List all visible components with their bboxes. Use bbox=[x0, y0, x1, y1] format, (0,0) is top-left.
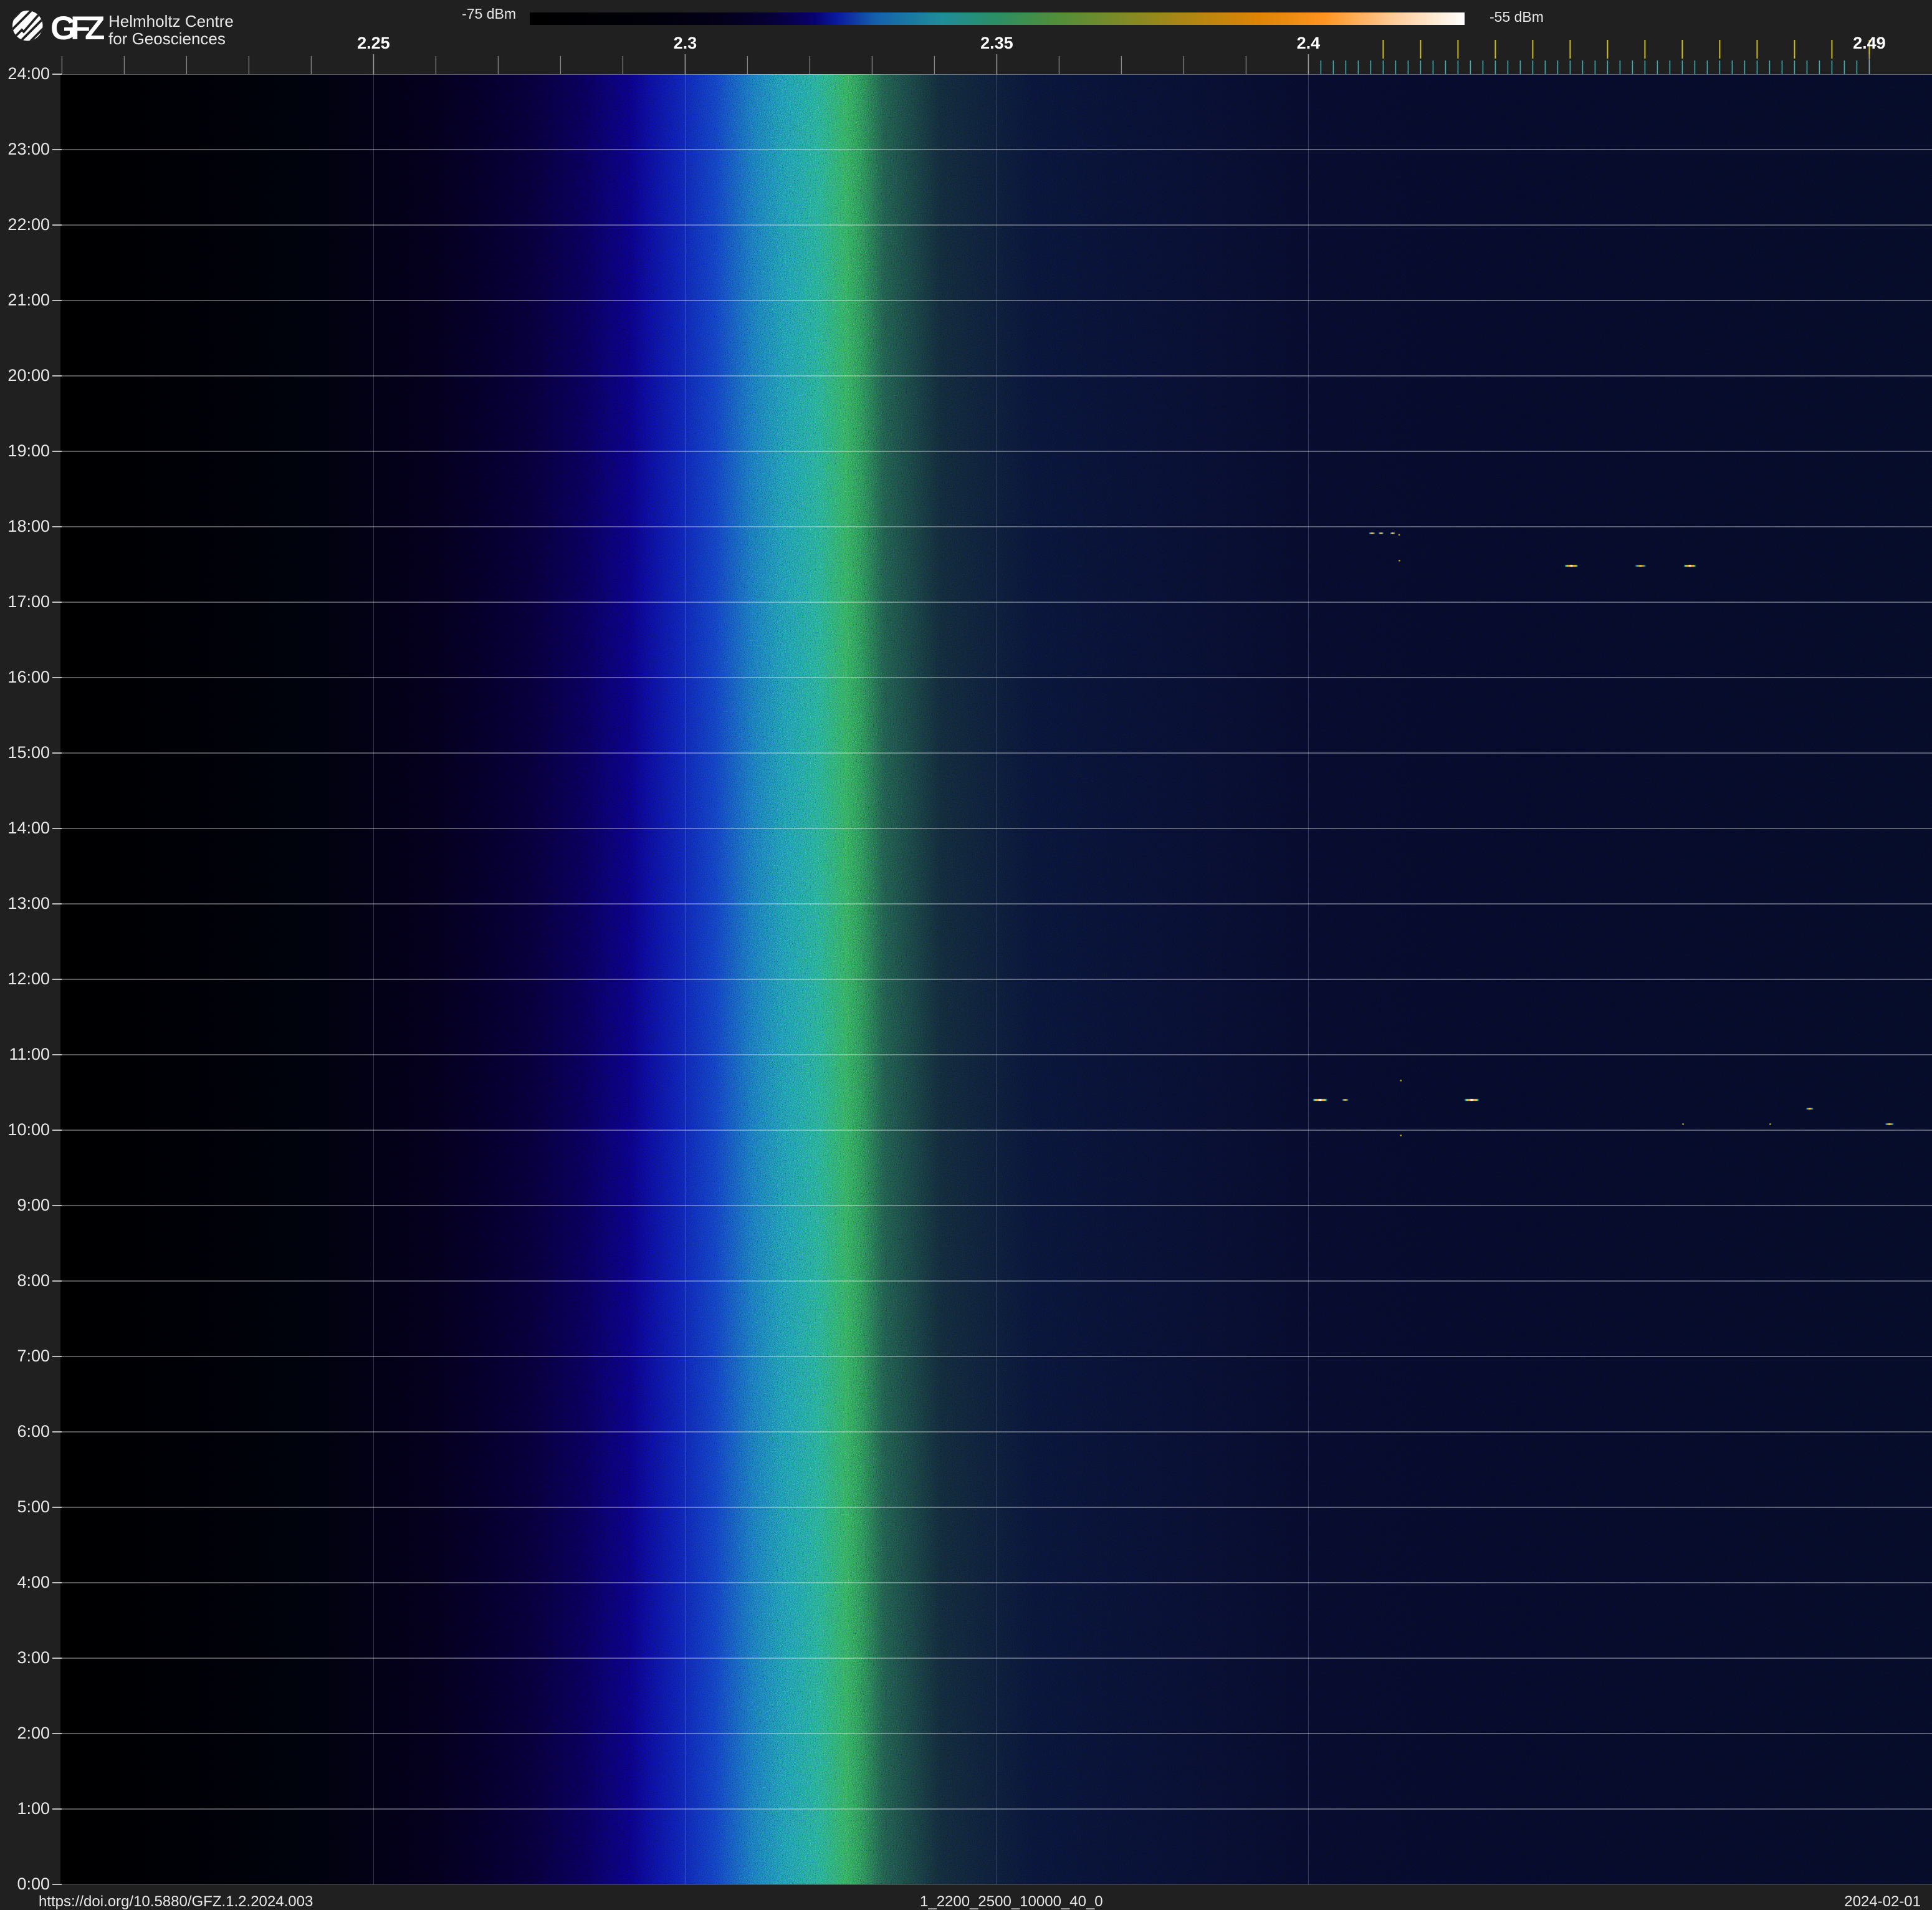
svg-text:2.25: 2.25 bbox=[357, 34, 390, 52]
svg-text:14:00: 14:00 bbox=[7, 818, 50, 837]
svg-text:3:00: 3:00 bbox=[17, 1648, 50, 1667]
svg-text:20:00: 20:00 bbox=[7, 366, 50, 385]
svg-text:13:00: 13:00 bbox=[7, 894, 50, 913]
svg-text:18:00: 18:00 bbox=[7, 517, 50, 535]
svg-text:9:00: 9:00 bbox=[17, 1196, 50, 1214]
svg-text:0:00: 0:00 bbox=[17, 1874, 50, 1893]
svg-text:7:00: 7:00 bbox=[17, 1346, 50, 1365]
svg-text:12:00: 12:00 bbox=[7, 969, 50, 988]
svg-text:23:00: 23:00 bbox=[7, 140, 50, 158]
svg-text:17:00: 17:00 bbox=[7, 592, 50, 611]
svg-text:2:00: 2:00 bbox=[17, 1724, 50, 1742]
svg-text:2.3: 2.3 bbox=[674, 34, 697, 52]
svg-text:11:00: 11:00 bbox=[9, 1045, 50, 1063]
svg-text:24:00: 24:00 bbox=[7, 64, 50, 83]
svg-text:2.35: 2.35 bbox=[980, 34, 1013, 52]
svg-text:16:00: 16:00 bbox=[7, 668, 50, 686]
svg-text:21:00: 21:00 bbox=[7, 290, 50, 309]
svg-text:15:00: 15:00 bbox=[7, 743, 50, 762]
svg-text:10:00: 10:00 bbox=[7, 1120, 50, 1139]
svg-text:5:00: 5:00 bbox=[17, 1497, 50, 1516]
svg-text:2.49: 2.49 bbox=[1853, 34, 1886, 52]
svg-text:4:00: 4:00 bbox=[17, 1573, 50, 1591]
svg-text:6:00: 6:00 bbox=[17, 1422, 50, 1441]
svg-text:8:00: 8:00 bbox=[17, 1271, 50, 1290]
svg-text:2.4: 2.4 bbox=[1297, 34, 1321, 52]
svg-text:1:00: 1:00 bbox=[17, 1799, 50, 1818]
svg-text:19:00: 19:00 bbox=[7, 441, 50, 460]
svg-text:22:00: 22:00 bbox=[7, 215, 50, 234]
